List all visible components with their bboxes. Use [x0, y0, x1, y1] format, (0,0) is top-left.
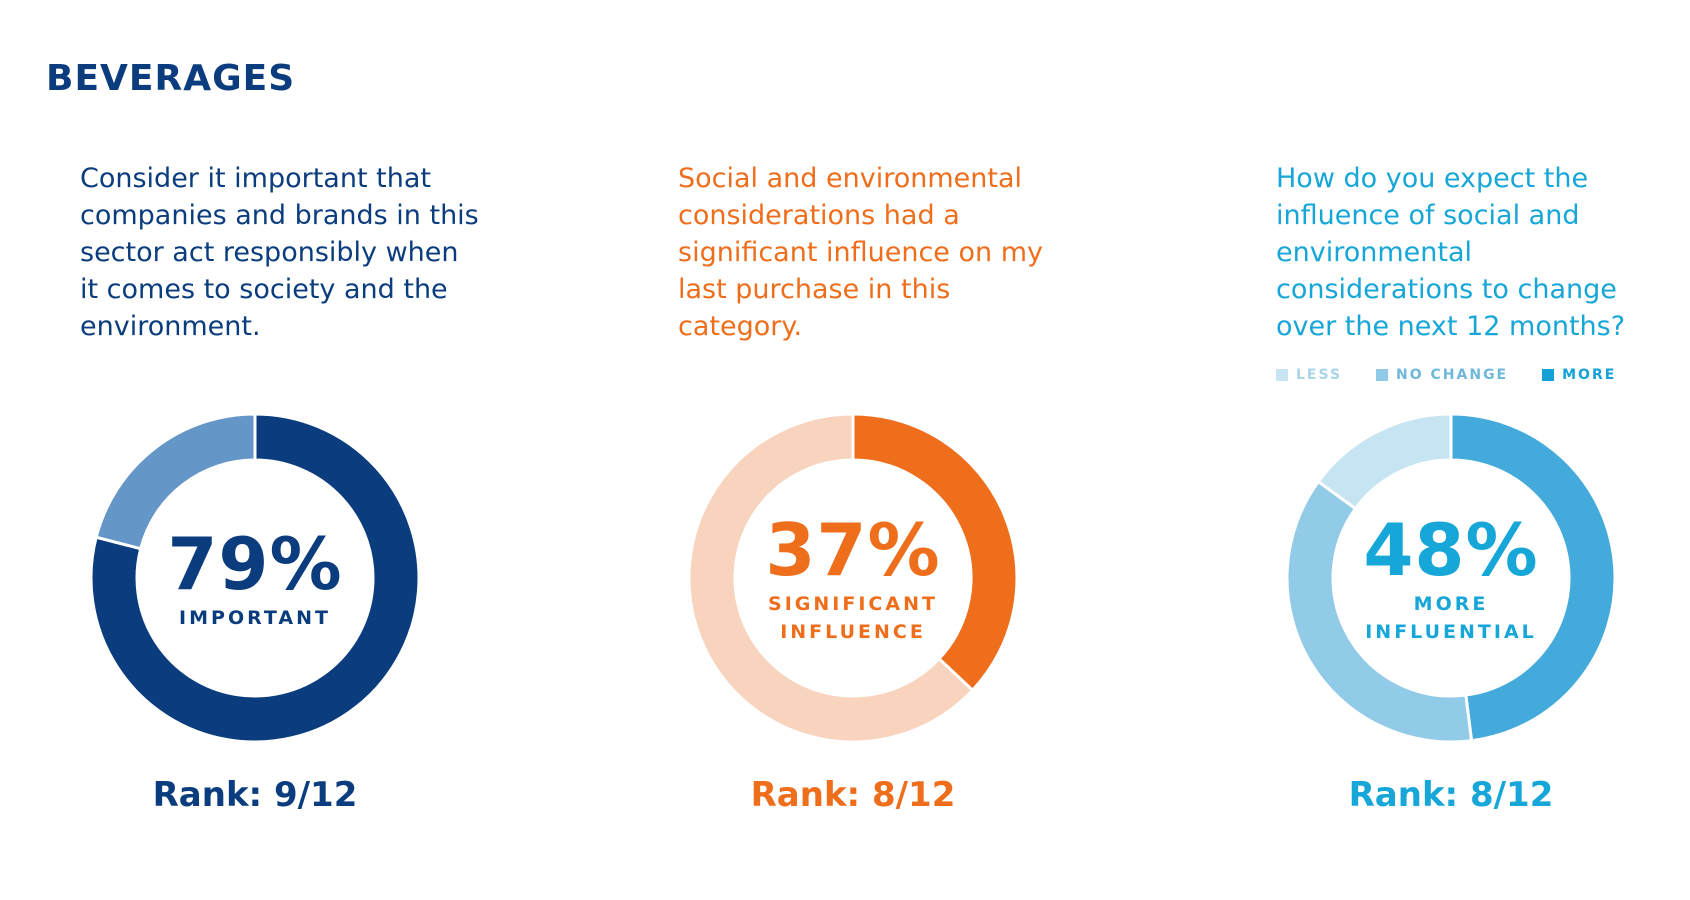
question-text: Social and environmental considerations …	[678, 163, 1043, 342]
donut-chart: 48% MORE INFLUENTIAL	[1286, 413, 1616, 743]
legend-item-no-change: NO CHANGE	[1376, 366, 1508, 384]
legend-swatch	[1276, 369, 1288, 381]
chart-panel-expectation: How do you expect the influence of socia…	[1196, 0, 1690, 900]
donut-svg	[688, 413, 1018, 743]
question-text: Consider it important that companies and…	[80, 163, 479, 342]
donut-center: 48% MORE INFLUENTIAL	[1286, 413, 1616, 743]
donut-chart: 37% SIGNIFICANT INFLUENCE	[688, 413, 1018, 743]
donut-segment-no-change	[1286, 479, 1474, 743]
value-text: 37%	[765, 508, 941, 592]
donut-segment-less	[1316, 413, 1453, 511]
donut-segment-more	[1449, 413, 1616, 743]
value-label-line-1: MORE	[1413, 593, 1489, 615]
donut-center: 37% SIGNIFICANT INFLUENCE	[688, 413, 1018, 743]
donut-svg	[90, 413, 420, 743]
donut-center: 79% IMPORTANT	[90, 413, 420, 743]
chart-panel-influence: Social and environmental considerations …	[598, 0, 1118, 900]
legend-item-more: MORE	[1542, 366, 1616, 384]
donut-svg	[1286, 413, 1616, 743]
legend-label: LESS	[1296, 367, 1343, 383]
value-text: 48%	[1363, 508, 1539, 592]
legend-label: NO CHANGE	[1396, 367, 1509, 383]
donut-segment-significant-influence	[851, 413, 1018, 693]
value-text: 79%	[167, 522, 343, 606]
value-label-line-1: SIGNIFICANT	[768, 593, 938, 615]
rank-text: Rank: 8/12	[750, 775, 956, 815]
legend-label: MORE	[1562, 367, 1617, 383]
question-text: How do you expect the influence of socia…	[1276, 163, 1626, 342]
donut-segment-other	[688, 413, 975, 743]
value-label: IMPORTANT	[179, 607, 331, 629]
legend-swatch	[1542, 369, 1555, 381]
chart-panel-important: Consider it important that companies and…	[0, 0, 520, 900]
value-label-line-2: INFLUENCE	[780, 621, 926, 643]
legend-item-less: LESS	[1276, 366, 1342, 384]
rank-text: Rank: 8/12	[1348, 775, 1554, 815]
donut-chart: 79% IMPORTANT	[90, 413, 420, 743]
donut-segment-important	[90, 413, 420, 743]
donut-segment-other	[94, 413, 257, 551]
value-label-line-2: INFLUENTIAL	[1365, 621, 1537, 643]
chart-legend: LESS NO CHANGE MORE	[1276, 366, 1616, 384]
page-title: BEVERAGES	[46, 58, 296, 99]
rank-text: Rank: 9/12	[152, 775, 358, 815]
legend-swatch	[1376, 369, 1389, 381]
